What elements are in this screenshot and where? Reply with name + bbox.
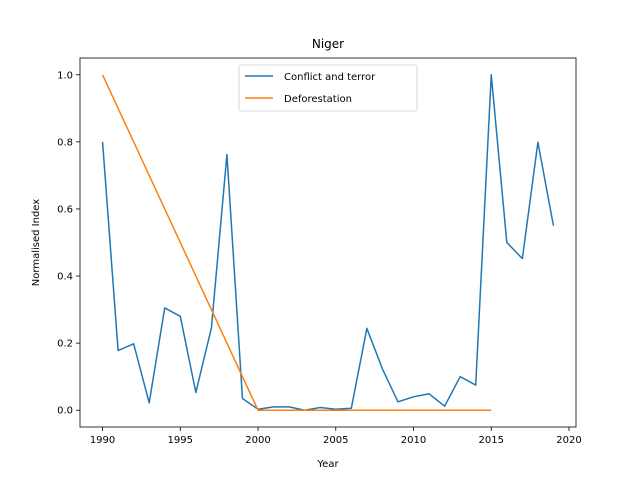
x-axis-ticks: 1990 1995 2000 2005 2010 2015 2020 [90, 427, 582, 446]
x-tick-label: 1995 [168, 435, 193, 446]
series-layer [101, 74, 555, 411]
chart-title: Niger [312, 37, 344, 51]
series-line-conflict-and-terror [101, 74, 555, 411]
y-tick-label: 0.0 [57, 406, 73, 417]
y-tick-label: 0.8 [57, 137, 73, 148]
plot-area [79, 57, 577, 428]
series-line-deforestation [101, 74, 492, 411]
x-tick-label: 2010 [401, 435, 426, 446]
x-tick-label: 2000 [245, 435, 270, 446]
x-tick-label: 2020 [556, 435, 581, 446]
legend-entry-label: Deforestation [284, 94, 352, 105]
y-tick-label: 0.2 [57, 339, 73, 350]
legend-entry-label: Conflict and terror [284, 72, 376, 83]
x-tick-label: 2005 [323, 435, 348, 446]
x-axis-label: Year [316, 459, 339, 470]
x-tick-label: 1990 [90, 435, 115, 446]
legend-box [238, 64, 418, 112]
y-tick-label: 0.6 [57, 204, 73, 215]
y-axis-label: Normalised Index [31, 199, 42, 286]
y-tick-label: 1.0 [57, 70, 73, 81]
legend: Conflict and terror Deforestation [238, 64, 418, 112]
x-tick-label: 2015 [479, 435, 504, 446]
y-axis-ticks: 0.0 0.2 0.4 0.6 0.8 1.0 [57, 70, 80, 417]
y-tick-label: 0.4 [57, 272, 73, 283]
plot-frame [79, 57, 577, 428]
